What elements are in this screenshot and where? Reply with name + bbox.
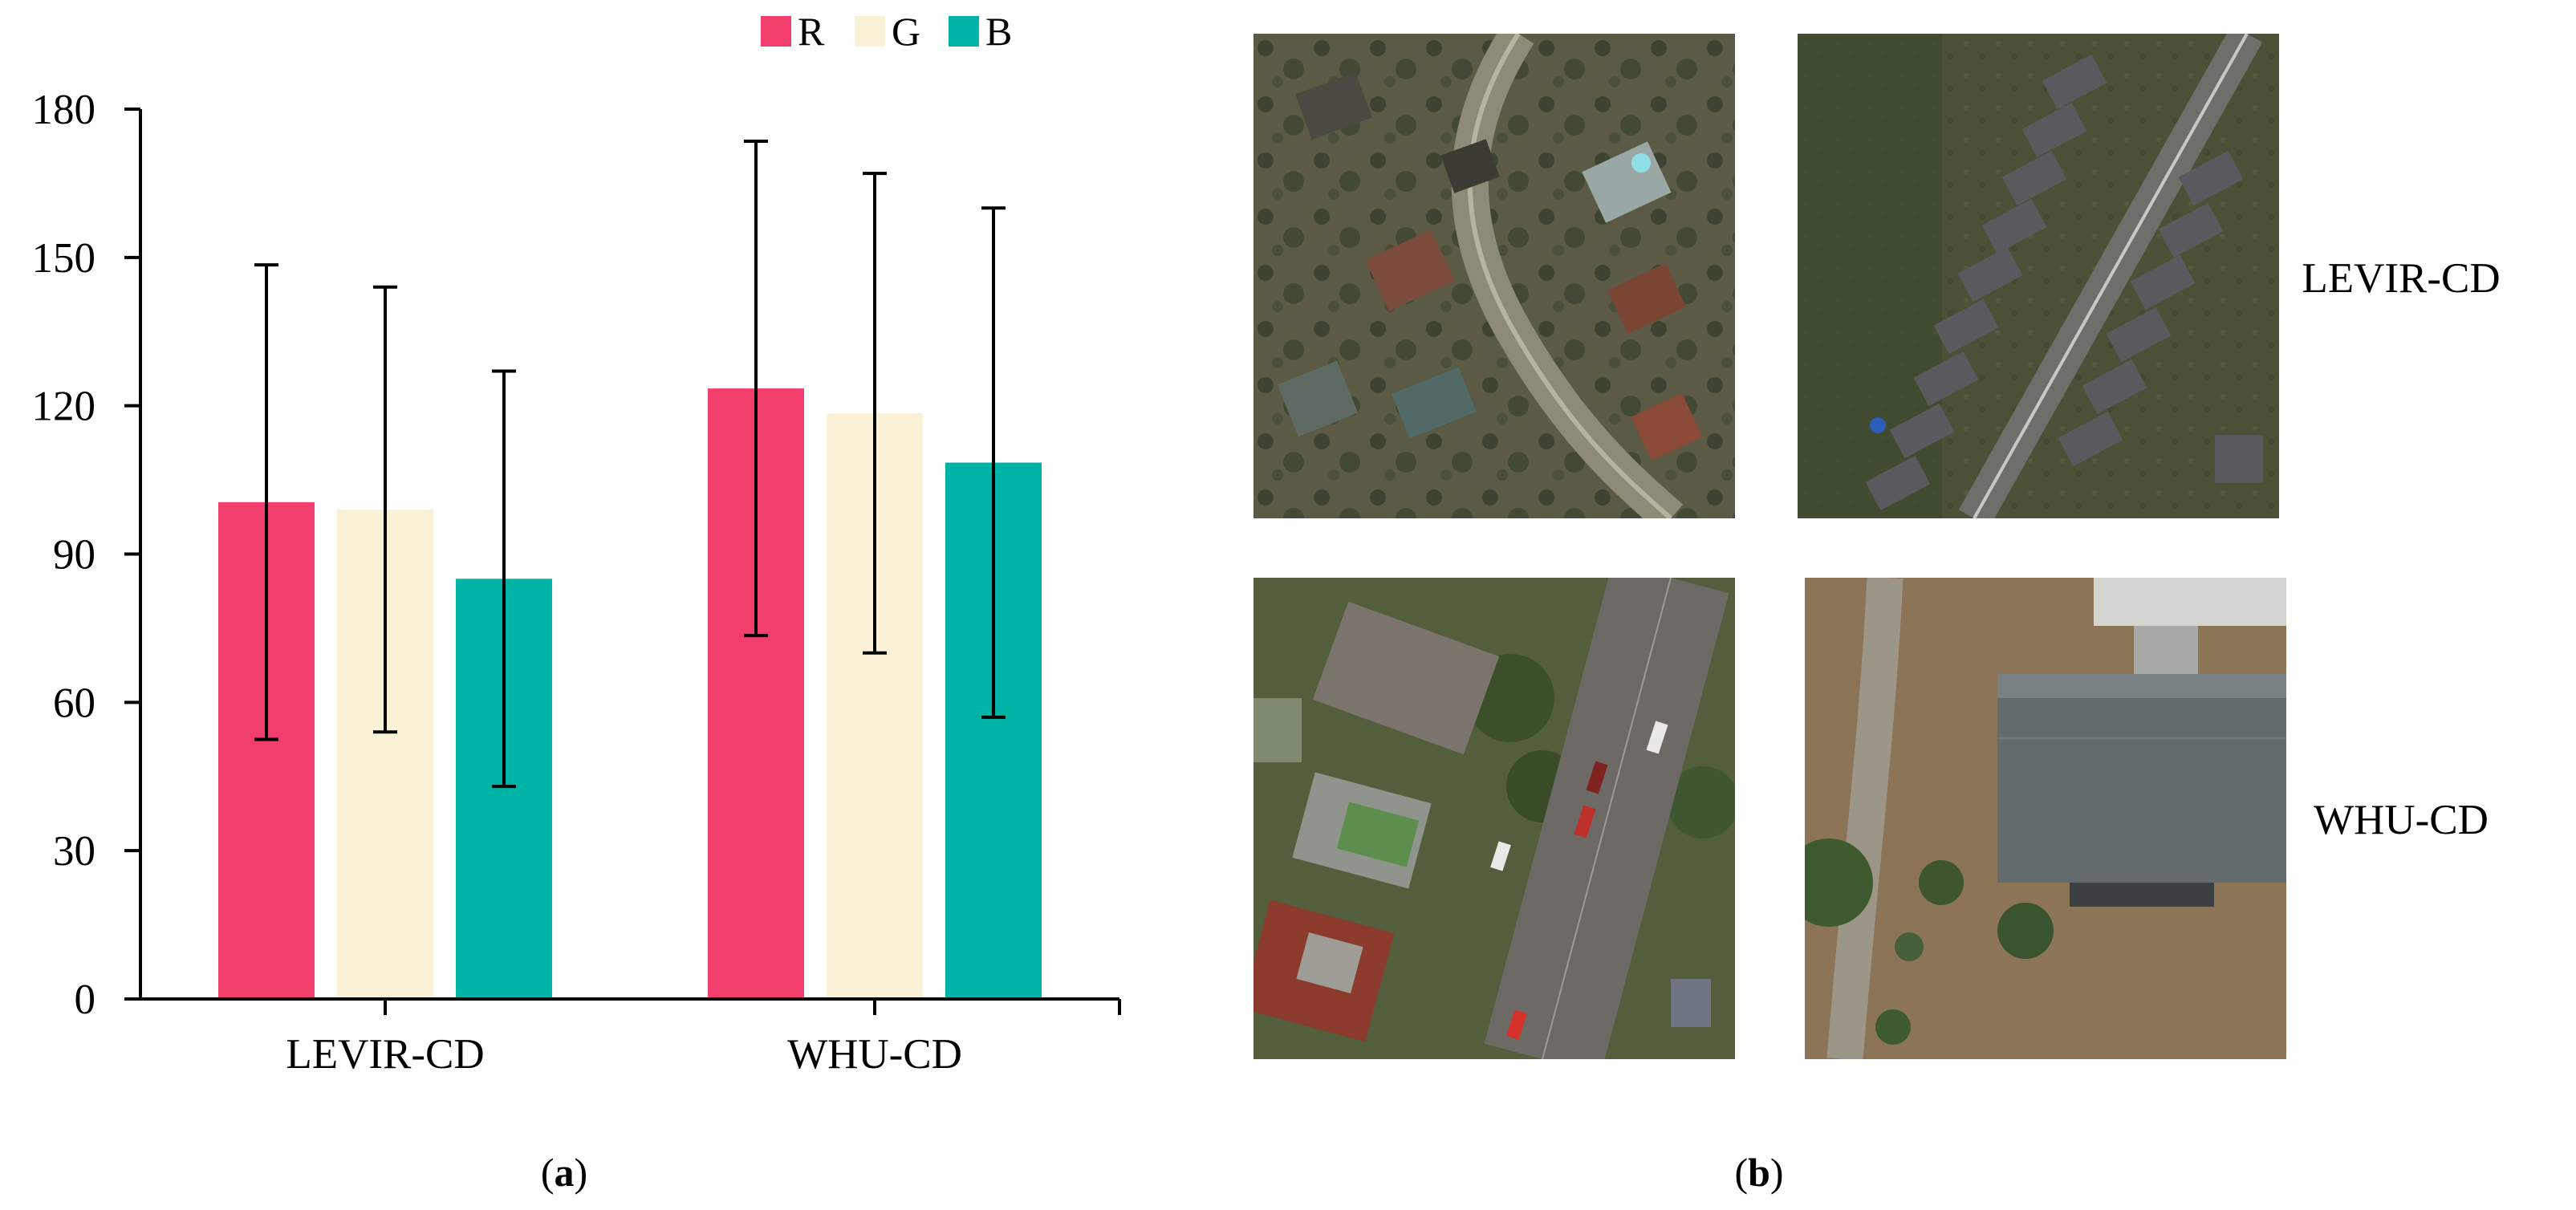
y-tick-label: 150 bbox=[32, 235, 96, 282]
y-axis-ticks: 0 30 60 90 120 150 180 bbox=[32, 87, 140, 1023]
error-bars bbox=[254, 140, 1006, 789]
legend-label-g: G bbox=[892, 9, 920, 54]
legend-swatch-r bbox=[761, 16, 791, 47]
bar-series bbox=[218, 388, 1042, 999]
bar-chart: 0 30 60 90 120 150 180 LEVIR-CD WHU-CD R G B bbox=[32, 9, 1121, 1078]
y-tick-label: 60 bbox=[53, 680, 95, 726]
legend-label-b: B bbox=[985, 9, 1012, 54]
y-tick-label: 30 bbox=[53, 828, 95, 875]
sample-image-levir-2 bbox=[1798, 34, 2279, 518]
legend-label-r: R bbox=[798, 9, 825, 54]
row-label-levir-cd: LEVIR-CD bbox=[2302, 255, 2500, 302]
legend-swatch-g bbox=[855, 16, 885, 47]
sample-images: LEVIR-CD WHU-CD bbox=[1253, 34, 2501, 1059]
panel-label-b: (b) bbox=[1734, 1150, 1783, 1195]
y-tick-label: 120 bbox=[32, 384, 96, 430]
panel-label-a: (a) bbox=[541, 1150, 587, 1195]
x-axis-categories: LEVIR-CD WHU-CD bbox=[286, 999, 1121, 1078]
sample-image-whu-2 bbox=[1805, 578, 2286, 1059]
x-category-label: LEVIR-CD bbox=[286, 1031, 484, 1078]
y-tick-label: 90 bbox=[53, 532, 95, 579]
legend-swatch-b bbox=[949, 16, 979, 47]
sample-image-whu-1 bbox=[1253, 578, 1735, 1059]
row-label-whu-cd: WHU-CD bbox=[2314, 797, 2489, 843]
y-tick-label: 180 bbox=[32, 87, 96, 133]
sample-image-levir-1 bbox=[1253, 34, 1735, 518]
x-category-label: WHU-CD bbox=[787, 1031, 962, 1078]
y-tick-label: 0 bbox=[75, 977, 96, 1023]
